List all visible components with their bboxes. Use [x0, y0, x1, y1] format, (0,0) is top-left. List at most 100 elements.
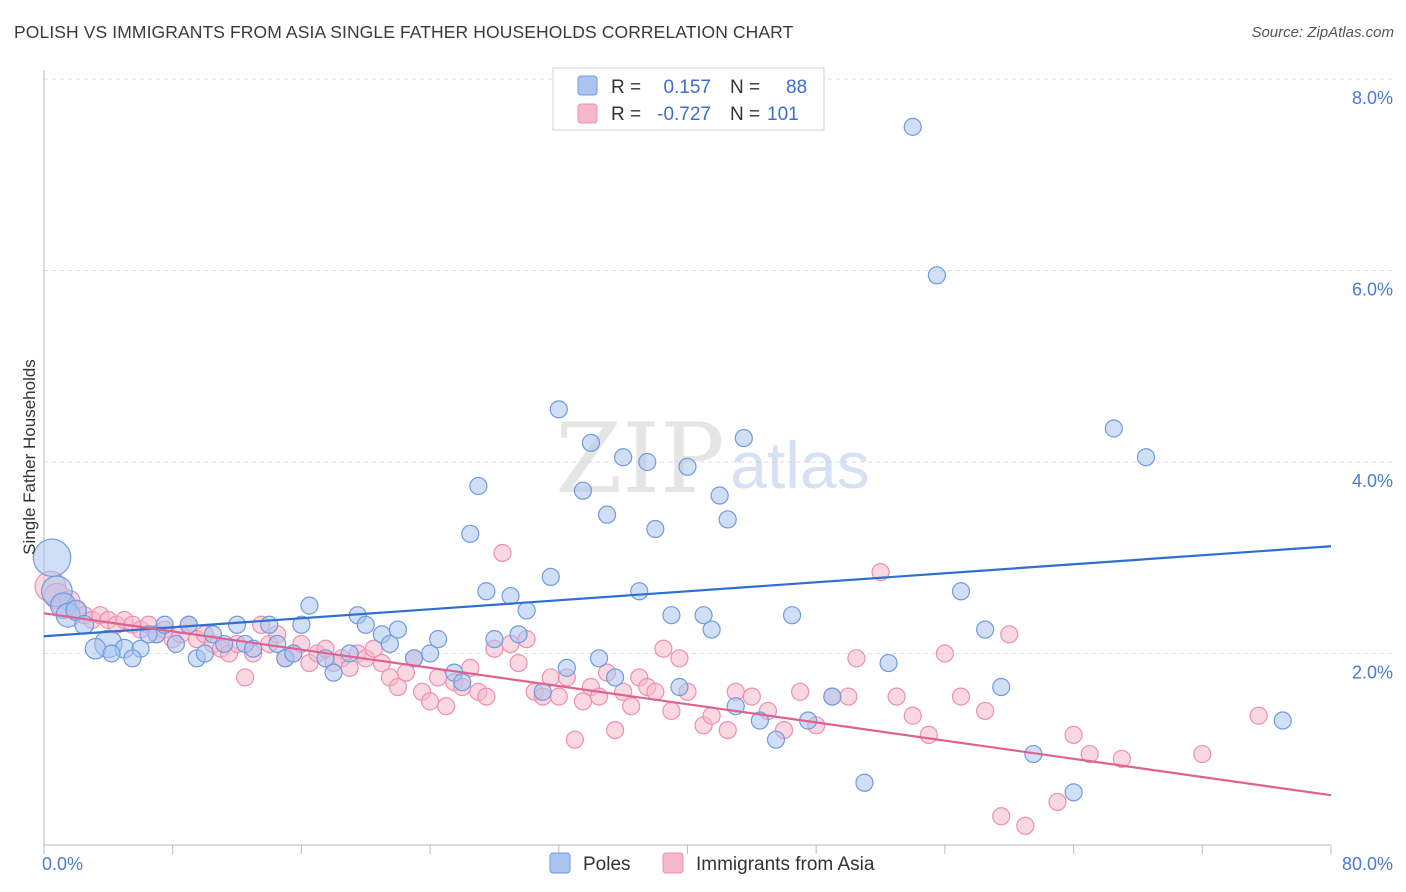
poles-point-32 [340, 644, 359, 663]
poles-point-56 [589, 649, 609, 668]
poles-point-58 [606, 668, 625, 687]
poles-point-74 [782, 606, 802, 625]
legend-r-value-2: -0.727 [657, 104, 711, 125]
poles-point-65 [678, 457, 697, 476]
poles-point-39 [421, 644, 440, 663]
poles-point-18 [195, 644, 214, 663]
asia-point-94 [903, 706, 922, 725]
poles-point-88 [1273, 711, 1292, 730]
asia-point-78 [662, 701, 681, 721]
poles-point-59 [614, 448, 633, 467]
poles-point-28 [292, 615, 311, 634]
poles-point-69 [718, 510, 737, 529]
asia-point-105 [1193, 744, 1212, 764]
asia-point-101 [1048, 792, 1067, 812]
poles-point-81 [951, 582, 971, 601]
axes [43, 70, 1332, 854]
poles-trend-line [43, 545, 1332, 638]
asia-point-59 [509, 653, 528, 673]
legend-n-label-1: N = [730, 77, 760, 98]
asia-trend-line [43, 612, 1332, 797]
x-tick-labels: 0.0% 80.0% [42, 854, 1393, 874]
x-tick-label-0: 0.0% [42, 854, 83, 874]
poles-point-15 [166, 634, 186, 654]
asia-point-57 [493, 543, 512, 563]
poles-point-25 [268, 634, 287, 654]
poles-point-45 [477, 582, 496, 601]
asia-point-99 [992, 807, 1011, 826]
asia-point-50 [437, 697, 456, 716]
poles-point-47 [501, 586, 520, 606]
poles-point-87 [1136, 448, 1156, 467]
series-poles [32, 117, 1292, 802]
asia-point-79 [670, 649, 689, 668]
y-tick-label-2: 6.0% [1352, 280, 1393, 300]
poles-point-36 [380, 634, 399, 654]
poles-point-60 [630, 582, 649, 601]
legend-swatch-poles [577, 75, 598, 96]
poles-point-29 [300, 596, 319, 615]
poles-point-52 [549, 400, 568, 419]
asia-point-71 [606, 720, 625, 740]
poles-point-48 [509, 625, 528, 644]
poles-point-24 [260, 615, 279, 634]
poles-point-72 [750, 711, 769, 730]
poles-point-83 [992, 677, 1011, 697]
asia-point-66 [565, 730, 584, 749]
asia-point-95 [919, 725, 938, 744]
poles-point-73 [766, 730, 786, 749]
asia-point-104 [1112, 749, 1131, 768]
legend-r-label-1: R = [611, 77, 641, 98]
trend-lines [43, 545, 1332, 797]
poles-point-71 [734, 428, 753, 448]
asia-point-93 [887, 687, 906, 706]
chart-title: POLISH VS IMMIGRANTS FROM ASIA SINGLE FA… [14, 22, 794, 42]
asia-point-88 [791, 682, 810, 701]
asia-point-55 [477, 687, 496, 706]
asia-point-102 [1064, 725, 1083, 744]
legend-label-poles: Poles [583, 854, 631, 875]
poles-point-57 [597, 505, 617, 524]
poles-point-64 [670, 677, 689, 697]
poles-point-85 [1064, 783, 1083, 802]
source-credit: Source: ZipAtlas.com [1251, 24, 1394, 41]
y-tick-label-0: 2.0% [1352, 663, 1393, 683]
asia-point-100 [1000, 625, 1019, 644]
poles-point-21 [227, 615, 247, 634]
legend-box [552, 67, 825, 131]
poles-point-62 [646, 519, 665, 539]
asia-point-96 [935, 644, 955, 663]
poles-point-37 [388, 620, 408, 639]
poles-point-34 [356, 615, 375, 634]
y-axis-label: Single Father Households [20, 359, 39, 555]
asia-point-85 [742, 687, 761, 706]
legend-r-value-1: 0.157 [663, 77, 711, 98]
asia-point-82 [702, 706, 721, 725]
poles-point-44 [469, 476, 488, 496]
legend-label-asia: Immigrants from Asia [696, 854, 875, 875]
y-tick-label-1: 4.0% [1352, 471, 1393, 491]
poles-point-61 [638, 452, 657, 472]
asia-point-103 [1080, 744, 1099, 764]
asia-point-83 [718, 720, 737, 740]
poles-point-77 [855, 773, 874, 792]
legend-r-label-2: R = [611, 104, 641, 125]
poles-point-78 [879, 653, 898, 673]
x-tick-label-1: 80.0% [1342, 854, 1393, 874]
grid-lines [44, 78, 1392, 654]
asia-point-107 [839, 687, 858, 706]
asia-point-98 [976, 701, 995, 721]
poles-point-80 [927, 266, 946, 285]
asia-point-48 [421, 692, 440, 711]
poles-point-68 [710, 486, 729, 505]
asia-point-106 [1249, 706, 1268, 725]
asia-point-25 [235, 668, 255, 687]
poles-point-54 [573, 481, 593, 500]
poles-point-76 [823, 687, 842, 706]
poles-point-51 [541, 567, 560, 587]
poles-point-9 [102, 644, 121, 663]
y-tick-labels: 2.0% 4.0% 6.0% 8.0% [1352, 88, 1393, 683]
asia-point-49 [429, 668, 448, 687]
poles-point-40 [429, 630, 448, 649]
legend-n-label-2: N = [730, 104, 760, 125]
